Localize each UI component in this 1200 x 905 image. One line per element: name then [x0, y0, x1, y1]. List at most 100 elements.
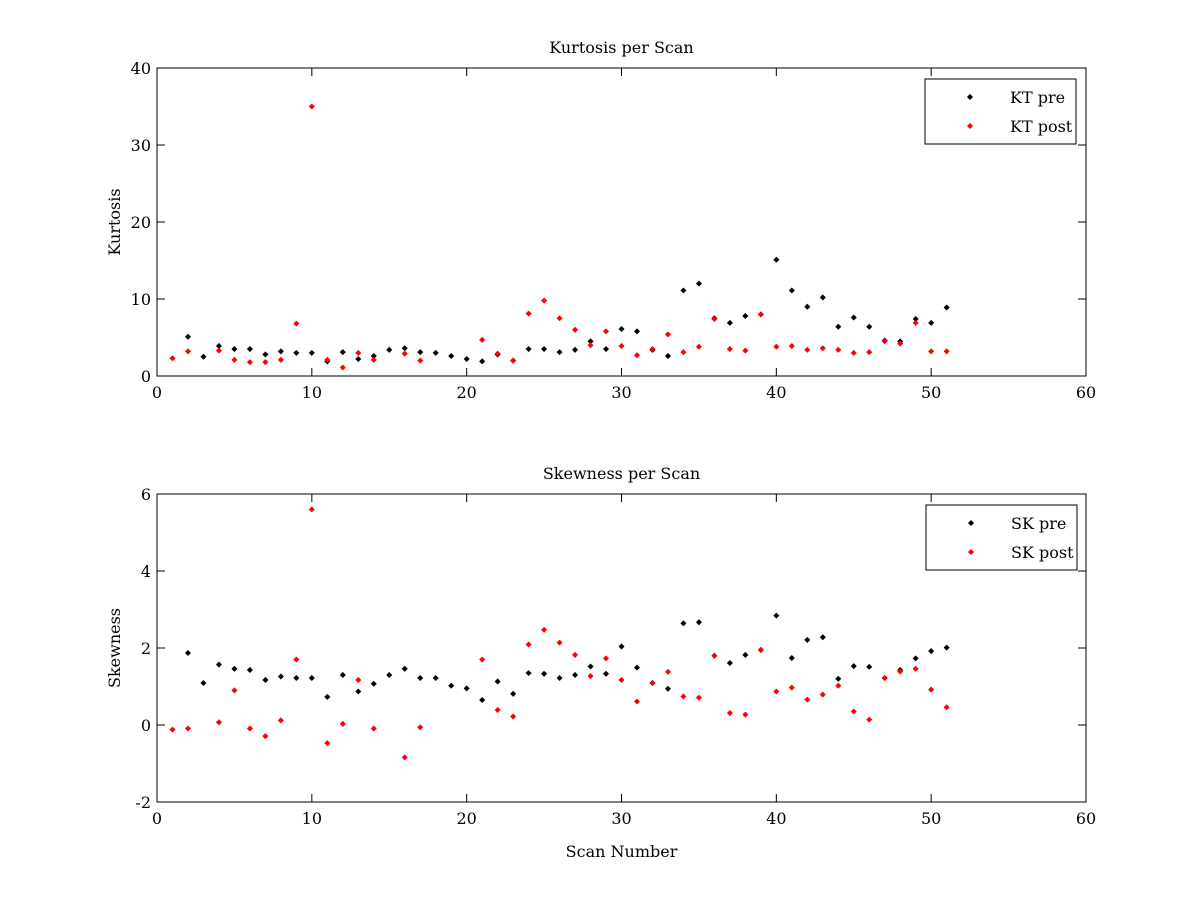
data-point	[293, 675, 300, 682]
data-point	[448, 352, 455, 360]
data-point	[246, 725, 253, 732]
plot-kurtosis: 0 10 20 30 40 50 60 0 10 20 30 40 Kurtosis per Scan K…	[105, 38, 1096, 402]
data-point	[215, 347, 222, 354]
data-point	[897, 668, 904, 675]
data-point	[928, 648, 935, 655]
data-point	[773, 343, 780, 350]
data-point	[881, 338, 888, 345]
data-point	[355, 349, 362, 356]
data-point	[804, 696, 811, 703]
data-point	[912, 319, 919, 326]
data-point	[726, 319, 733, 326]
data-point	[866, 349, 873, 356]
y-tick-label: 10	[131, 290, 151, 309]
data-point	[432, 675, 439, 682]
x-tick-label: 40	[766, 383, 786, 402]
data-point	[943, 348, 950, 355]
data-point	[355, 676, 362, 683]
data-point	[525, 670, 532, 677]
chart-title: Skewness per Scan	[543, 464, 700, 483]
data-point	[742, 347, 749, 354]
data-point	[680, 620, 687, 627]
data-point	[572, 651, 579, 658]
data-point	[680, 693, 687, 700]
data-point	[881, 675, 888, 682]
data-point	[788, 684, 795, 691]
data-point	[928, 348, 935, 355]
data-point	[401, 345, 408, 352]
data-point	[943, 644, 950, 651]
legend-label: KT pre	[1010, 88, 1065, 107]
y-axis-label: Skewness	[105, 608, 124, 688]
data-point	[355, 688, 362, 695]
data-point	[231, 346, 238, 353]
data-point	[417, 357, 424, 364]
legend: KT pre KT post	[924, 78, 1077, 145]
data-point	[757, 311, 764, 318]
data-point	[850, 663, 857, 670]
data-point	[308, 103, 315, 110]
legend-box	[925, 504, 1078, 571]
data-point	[711, 315, 718, 323]
data-point	[339, 364, 346, 371]
data-point	[726, 710, 733, 717]
data-point	[494, 678, 501, 685]
x-tick-label: 0	[152, 383, 162, 402]
data-point	[695, 694, 702, 701]
data-point	[711, 652, 718, 659]
data-point	[231, 356, 238, 363]
data-point	[633, 698, 641, 705]
x-tick-label: 30	[611, 383, 631, 402]
y-tick-label: 30	[131, 136, 151, 155]
data-point	[277, 673, 284, 680]
data-point	[572, 326, 579, 333]
data-point	[479, 336, 486, 343]
data-point	[835, 675, 842, 682]
data-point	[726, 346, 733, 353]
data-point	[773, 688, 780, 695]
data-point	[572, 671, 579, 678]
data-point	[649, 346, 656, 353]
data-point	[200, 353, 207, 360]
data-point	[215, 661, 222, 668]
data-point	[695, 280, 702, 287]
data-point	[184, 333, 191, 340]
data-point	[633, 352, 641, 359]
data-point	[293, 656, 300, 663]
data-point	[246, 359, 253, 366]
data-point	[277, 348, 284, 355]
data-point	[912, 665, 919, 672]
x-tick-label: 60	[1076, 809, 1096, 828]
data-point	[850, 314, 857, 321]
data-point	[572, 346, 579, 353]
data-point	[308, 349, 315, 356]
data-point	[277, 717, 284, 724]
data-point	[726, 659, 733, 667]
data-point	[525, 641, 532, 648]
data-point	[401, 754, 408, 761]
data-point	[928, 319, 935, 326]
y-tick-label: 2	[141, 639, 151, 658]
data-point	[479, 358, 486, 365]
data-point	[664, 352, 671, 360]
data-point	[324, 356, 331, 363]
data-point	[866, 716, 873, 723]
legend-label: KT post	[1010, 117, 1073, 136]
data-point	[386, 346, 393, 353]
data-point	[664, 331, 671, 338]
data-point	[556, 349, 563, 356]
data-point	[401, 665, 408, 672]
data-point	[928, 686, 935, 693]
data-point	[184, 649, 191, 657]
data-point	[788, 654, 795, 662]
data-point	[417, 349, 424, 356]
data-point	[293, 349, 300, 356]
data-point	[819, 345, 826, 352]
data-point	[246, 666, 253, 673]
data-point	[773, 612, 780, 619]
data-point	[370, 356, 377, 363]
data-point	[231, 687, 238, 694]
y-tick-label: 40	[131, 59, 151, 78]
y-tick-label: 4	[141, 562, 151, 581]
x-axis-label: Scan Number	[566, 842, 678, 861]
